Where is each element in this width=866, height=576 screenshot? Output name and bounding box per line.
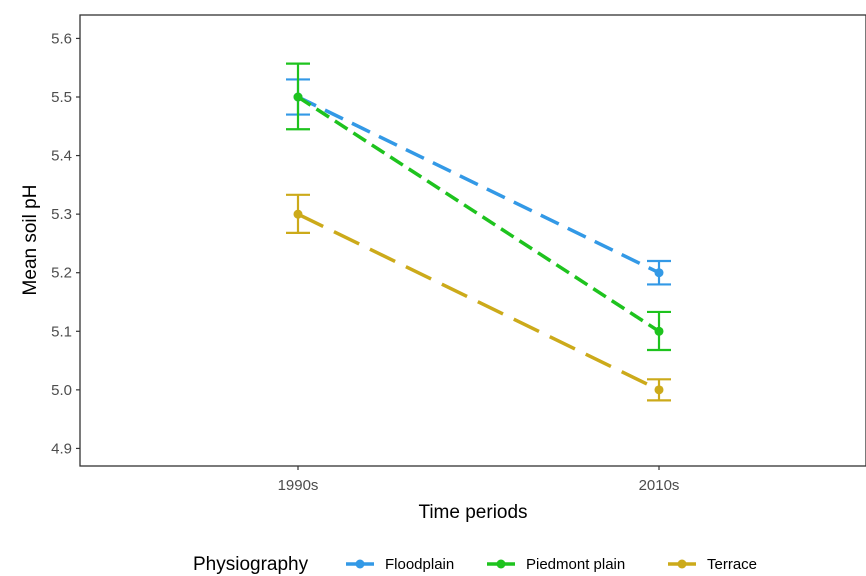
data-point (293, 209, 303, 219)
x-axis-title: Time periods (418, 502, 527, 523)
x-tick-label: 2010s (639, 477, 680, 494)
series-line (297, 212, 660, 392)
y-tick-label: 5.3 (51, 206, 72, 223)
data-point (654, 326, 664, 336)
legend-item: Piedmont plain (487, 556, 625, 573)
legend: Physiography Floodplain Piedmont plain Ter… (193, 554, 757, 575)
y-axis: 4.9 5.0 5.1 5.2 5.3 5.4 5.5 5.6 (51, 30, 80, 457)
legend-label: Piedmont plain (526, 556, 625, 573)
data-point (293, 92, 303, 102)
x-axis: 1990s 2010s (278, 466, 680, 494)
series-piedmont-plain (286, 62, 671, 352)
plot-panel (79, 14, 866, 467)
legend-label: Terrace (707, 556, 757, 573)
series-layer (286, 62, 671, 402)
legend-title: Physiography (193, 554, 309, 575)
x-tick-label: 1990s (278, 477, 319, 494)
y-axis-title: Mean soil pH (20, 185, 41, 296)
legend-label: Floodplain (385, 556, 454, 573)
series-terrace (286, 193, 671, 402)
y-tick-label: 4.9 (51, 440, 72, 457)
y-tick-label: 5.1 (51, 323, 72, 340)
y-tick-label: 5.6 (51, 30, 72, 47)
y-tick-label: 5.2 (51, 265, 72, 282)
legend-item: Terrace (668, 556, 757, 573)
y-tick-label: 5.5 (51, 89, 72, 106)
y-tick-label: 5.0 (51, 382, 72, 399)
series-line (297, 95, 660, 275)
legend-key-point (496, 559, 506, 569)
legend-key-point (355, 559, 365, 569)
legend-key-point (677, 559, 687, 569)
data-point (654, 268, 664, 278)
legend-item: Floodplain (346, 556, 454, 573)
data-point (654, 385, 664, 395)
y-tick-label: 5.4 (51, 148, 72, 165)
series-line (297, 95, 660, 333)
